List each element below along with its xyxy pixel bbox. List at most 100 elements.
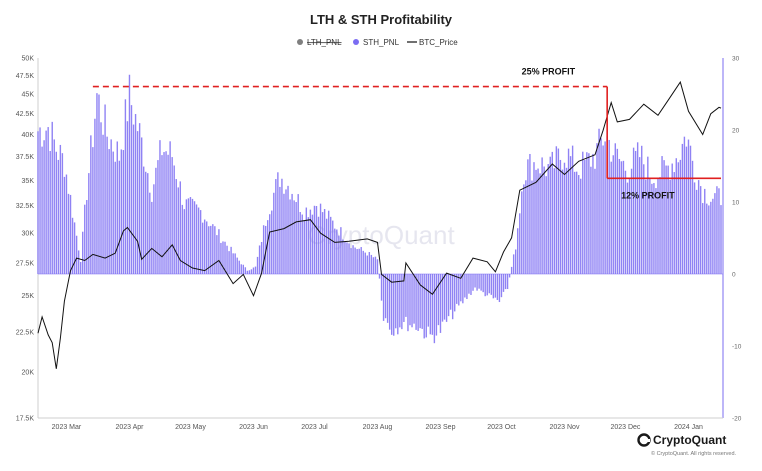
brand-logo: CryptoQuant © CryptoQuant. All rights re…: [637, 433, 737, 457]
sth-pnl-bar: [230, 246, 232, 274]
sth-pnl-bar: [210, 225, 212, 274]
sth-pnl-bar: [677, 162, 680, 274]
sth-pnl-bar: [96, 93, 98, 274]
sth-pnl-bar: [364, 252, 366, 274]
sth-pnl-bar: [594, 168, 596, 274]
left-tick-label: 50K: [22, 56, 35, 63]
sth-pnl-bar: [474, 274, 476, 288]
sth-pnl-bar: [374, 256, 377, 274]
sth-pnl-bar: [451, 274, 454, 320]
sth-pnl-bar: [45, 130, 47, 274]
left-tick-label: 45K: [22, 92, 35, 99]
sth-pnl-bar: [88, 173, 90, 274]
sth-pnl-bar: [108, 149, 110, 274]
left-tick-label: 32.5K: [16, 203, 35, 210]
sth-pnl-bar: [203, 219, 206, 274]
right-tick-label: 10: [732, 200, 740, 207]
sth-pnl-bar: [356, 249, 358, 274]
sth-pnl-bar: [643, 164, 645, 274]
sth-pnl-bar: [565, 167, 568, 274]
sth-pnl-bar: [236, 257, 238, 274]
sth-pnl-bar: [75, 235, 78, 274]
sth-pnl-bar: [618, 158, 621, 274]
sth-pnl-bar: [313, 205, 316, 274]
sth-pnl-bar: [411, 274, 413, 328]
sth-pnl-bar: [37, 131, 39, 274]
sth-pnl-bar: [208, 226, 210, 274]
sth-pnl-bar: [624, 170, 627, 274]
x-tick-label: 2023 Jun: [239, 424, 268, 431]
sth-pnl-bar: [307, 217, 310, 274]
plot-area: CryptoQuant 25% PROFIT 12% PROFIT: [37, 58, 724, 419]
copyright: © CryptoQuant. All rights reserved.: [651, 450, 737, 457]
sth-pnl-bar: [390, 274, 393, 335]
sth-pnl-bar: [486, 274, 488, 296]
sth-pnl-bar: [159, 140, 161, 274]
sth-pnl-bar: [295, 202, 297, 274]
legend-item-btc-price[interactable]: BTC_Price: [407, 38, 458, 47]
sth-pnl-bar: [273, 192, 275, 274]
sth-pnl-bar: [228, 251, 230, 274]
sth-pnl-bar: [301, 214, 303, 274]
sth-pnl-bar: [122, 150, 125, 274]
cryptoquant-logo-notch: [644, 439, 650, 442]
legend-item-sth-pnl[interactable]: STH_PNL: [353, 38, 400, 47]
sth-pnl-bar: [559, 159, 562, 274]
sth-pnl-bar: [557, 148, 560, 274]
sth-pnl-bar: [598, 128, 600, 274]
sth-pnl-bar: [429, 274, 432, 335]
legend-label: LTH_PNL: [307, 38, 342, 47]
sth-pnl-bar: [415, 274, 417, 330]
sth-pnl-bar: [462, 274, 464, 304]
right-tick-label: 0: [732, 272, 736, 279]
sth-pnl-bar: [191, 198, 194, 274]
sth-pnl-bar: [602, 145, 604, 274]
sth-pnl-bar: [136, 131, 139, 274]
sth-pnl-bar: [622, 160, 625, 274]
x-tick-label: 2023 Sep: [425, 424, 455, 431]
legend-item-lth-pnl[interactable]: LTH_PNL: [297, 38, 342, 47]
sth-pnl-bar: [378, 274, 381, 279]
left-tick-label: 35K: [22, 178, 35, 185]
sth-pnl-bar: [250, 269, 253, 274]
left-tick-label: 42.5K: [16, 111, 35, 118]
sth-pnl-bar: [419, 274, 421, 329]
legend[interactable]: LTH_PNL STH_PNL BTC_Price: [297, 38, 458, 47]
sth-pnl-bar: [43, 140, 45, 274]
sth-pnl-bar: [691, 160, 694, 274]
sth-pnl-bar: [681, 143, 684, 274]
sth-pnl-bar: [492, 274, 495, 299]
sth-pnl-bar: [706, 203, 708, 274]
sth-pnl-bar: [266, 220, 269, 274]
sth-pnl-bar: [498, 274, 501, 303]
sth-pnl-bar: [537, 168, 539, 274]
sth-pnl-bar: [242, 264, 245, 274]
sth-pnl-bar: [291, 193, 293, 274]
sth-pnl-bar: [704, 188, 706, 274]
sth-pnl-bar: [155, 167, 157, 274]
sth-pnl-bar: [673, 172, 675, 274]
sth-pnl-bar: [147, 173, 149, 274]
sth-pnl-bar: [260, 241, 263, 274]
sth-pnl-bar: [531, 180, 533, 274]
sth-pnl-bar: [256, 256, 259, 274]
sth-pnl-bar: [258, 245, 261, 274]
sth-pnl-bar: [720, 205, 722, 274]
sth-pnl-bar: [53, 139, 55, 274]
left-tick-label: 30K: [22, 231, 35, 238]
sth-pnl-bar: [449, 274, 452, 310]
sth-pnl-bar: [590, 166, 592, 274]
sth-pnl-bar: [702, 203, 704, 274]
sth-pnl-bar: [669, 179, 671, 274]
sth-pnl-bar: [423, 274, 425, 339]
sth-pnl-bar: [441, 274, 444, 322]
sth-pnl-bar: [271, 210, 273, 274]
sth-pnl-bar: [226, 245, 228, 274]
sth-pnl-bar: [580, 178, 582, 274]
sth-pnl-bar: [470, 274, 472, 295]
sth-pnl-bar: [149, 192, 151, 274]
sth-pnl-bar: [163, 152, 165, 274]
sth-pnl-bar: [649, 177, 651, 274]
sth-pnl-bar: [77, 250, 80, 274]
sth-pnl-bar: [458, 274, 460, 306]
